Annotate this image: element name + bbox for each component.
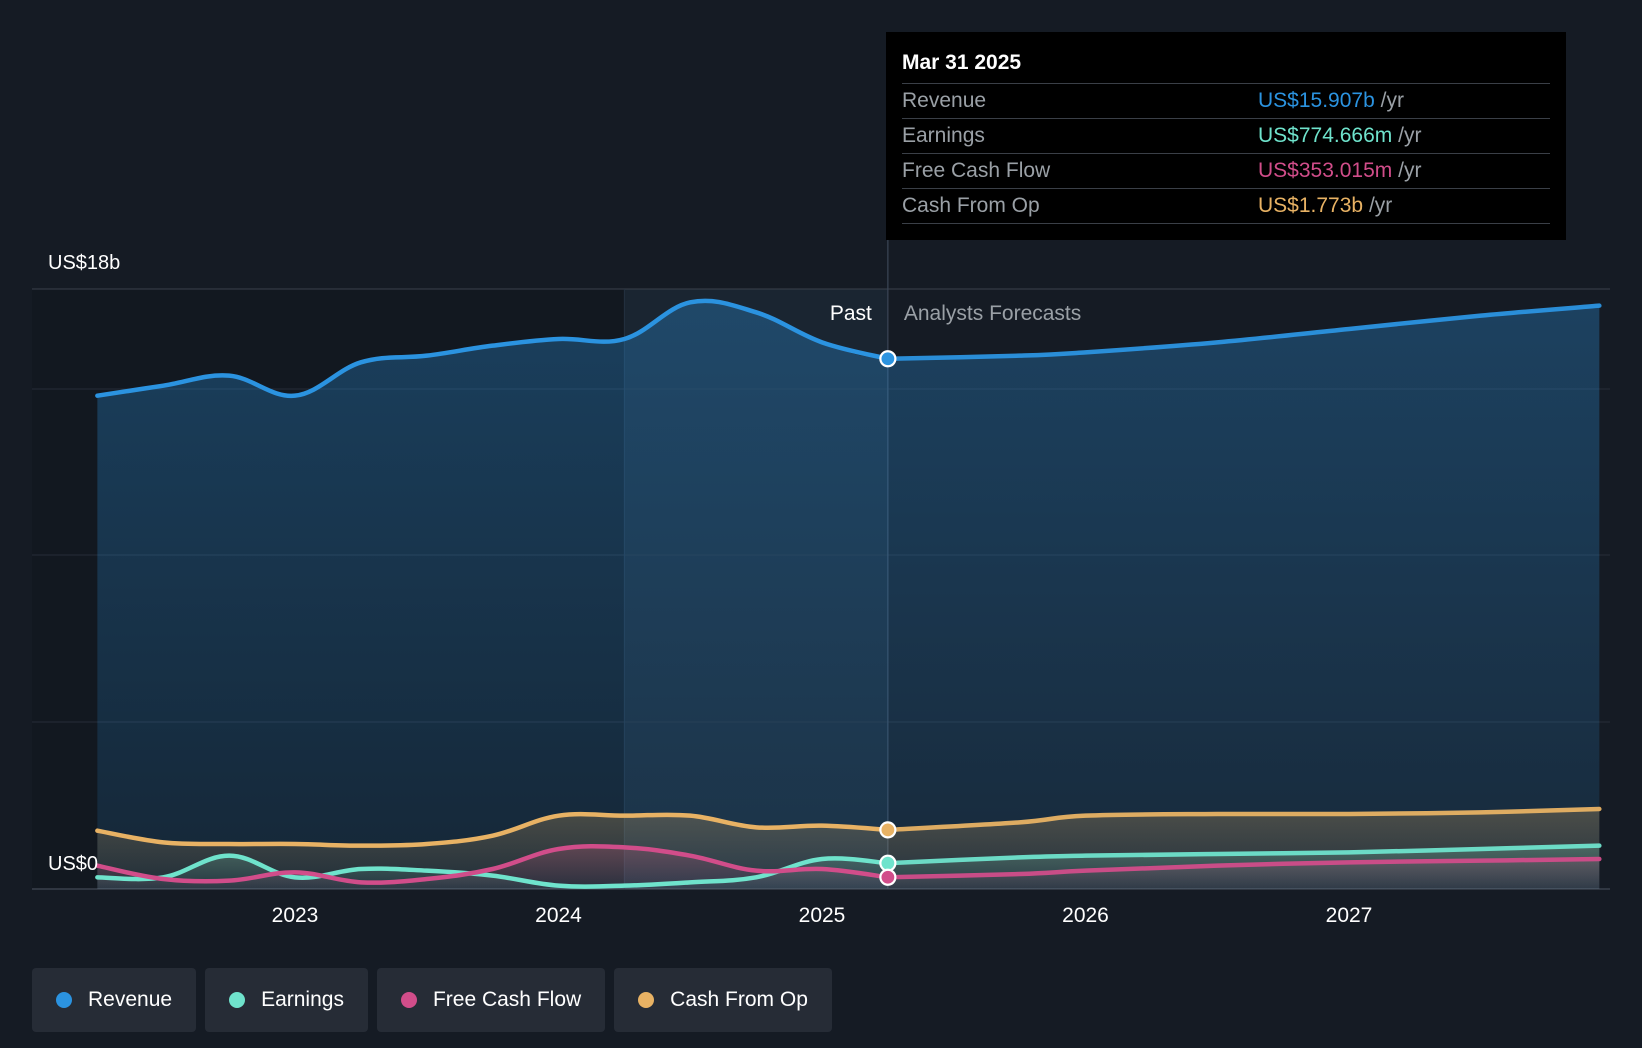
series-area-revenue	[97, 300, 1600, 889]
tooltip-value: US$774.666m	[1258, 124, 1393, 147]
legend-dot-icon	[638, 992, 655, 1008]
tooltip-unit: /yr	[1380, 89, 1404, 112]
series-area-cfo	[97, 809, 1600, 889]
legend-item-free-cash-flow[interactable]: Free Cash Flow	[376, 968, 606, 1032]
series-line-revenue	[95, 298, 891, 398]
chart-text: Past Analysts Forecasts 2023 2024 2025 2026 20…	[272, 302, 1373, 927]
legend-label: Cash From Op	[670, 988, 808, 1011]
series-forecast-line-earnings	[885, 843, 1602, 866]
series-marker-cfo	[879, 821, 897, 839]
legend-dot-icon	[229, 992, 246, 1008]
series-line-cfo	[95, 811, 891, 848]
legend-label: Free Cash Flow	[432, 988, 582, 1011]
legend-item-earnings[interactable]: Earnings	[205, 968, 368, 1032]
legend-dot-icon	[400, 992, 417, 1008]
series-marker-revenue	[879, 350, 897, 368]
tooltip-row-revenue: Revenue US$15.907b /yr	[902, 84, 1550, 119]
series-line-fcf	[95, 844, 891, 885]
tooltip-value-wrap: US$774.666m /yr	[1258, 119, 1421, 153]
tooltip-label: Revenue	[902, 89, 987, 112]
forecast-label: Analysts Forecasts	[904, 302, 1081, 325]
series-marker-fcf	[879, 868, 897, 886]
y-axis-bottom-label: US$0	[48, 853, 99, 875]
tooltip-row-earnings: Earnings US$774.666m /yr	[902, 119, 1550, 154]
series-forecast-line-revenue	[885, 303, 1602, 362]
past-label: Past	[830, 302, 872, 325]
tooltip-date: Mar 31 2025	[902, 32, 1550, 84]
legend-item-revenue[interactable]: Revenue	[32, 968, 197, 1032]
tooltip-value: US$15.907b	[1258, 89, 1375, 112]
x-tick-label: 2024	[535, 904, 582, 927]
series-lines	[95, 298, 1602, 889]
tooltip-value: US$1.773b	[1258, 194, 1364, 217]
series-marker-earnings	[879, 854, 897, 872]
x-tick-label: 2023	[272, 904, 319, 927]
tooltip-value: US$353.015m	[1258, 159, 1393, 182]
tooltip-unit: /yr	[1398, 124, 1422, 147]
legend-item-cash-from-op[interactable]: Cash From Op	[614, 968, 832, 1032]
x-tick-label: 2025	[799, 904, 846, 927]
series-markers	[879, 350, 897, 886]
legend-label: Revenue	[88, 988, 173, 1011]
legend: Revenue Earnings Free Cash Flow Cash Fro…	[32, 968, 832, 1032]
series-line-earnings	[95, 853, 891, 889]
legend-label: Earnings	[261, 988, 344, 1011]
tooltip-value-wrap: US$1.773b /yr	[1258, 189, 1392, 223]
tooltip-row-free-cash-flow: Free Cash Flow US$353.015m /yr	[902, 154, 1550, 189]
tooltip-label: Free Cash Flow	[902, 159, 1051, 182]
series-forecast-line-cfo	[885, 806, 1602, 833]
tooltip-value-wrap: US$353.015m /yr	[1258, 154, 1421, 188]
tooltip-unit: /yr	[1398, 159, 1422, 182]
x-tick-label: 2027	[1326, 904, 1373, 927]
legend-dot-icon	[56, 992, 72, 1008]
tooltip-unit: /yr	[1368, 194, 1393, 217]
y-axis-top-label: US$18b	[48, 252, 121, 274]
tooltip: Mar 31 2025 Revenue US$15.907b /yr Earni…	[886, 32, 1566, 240]
series-forecast-line-fcf	[885, 856, 1602, 880]
tooltip-label: Cash From Op	[902, 194, 1040, 217]
tooltip-row-cash-from-op: Cash From Op US$1.773b /yr	[902, 189, 1550, 224]
tooltip-value-wrap: US$15.907b /yr	[1258, 84, 1404, 118]
tooltip-label: Earnings	[902, 124, 985, 147]
x-tick-label: 2026	[1062, 904, 1109, 927]
series-areas	[97, 300, 1600, 889]
